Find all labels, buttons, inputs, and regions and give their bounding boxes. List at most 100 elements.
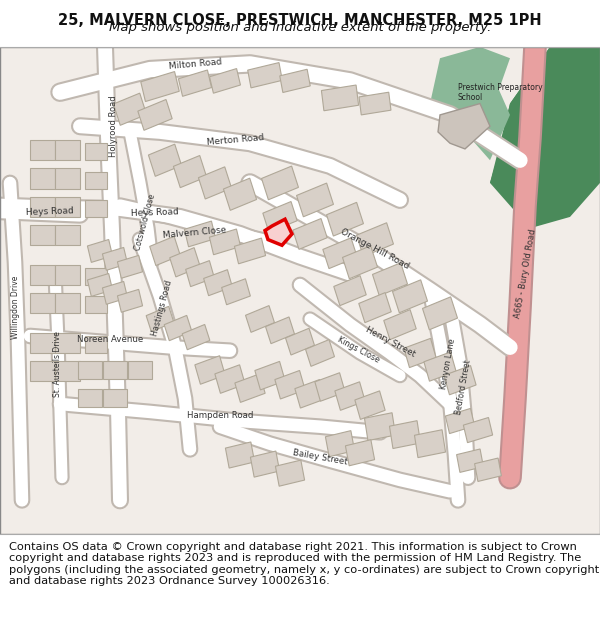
Polygon shape [384, 309, 416, 339]
Polygon shape [85, 336, 107, 353]
Text: Prestwich Preparatory
School: Prestwich Preparatory School [458, 82, 542, 102]
Text: 25, MALVERN CLOSE, PRESTWICH, MANCHESTER, M25 1PH: 25, MALVERN CLOSE, PRESTWICH, MANCHESTER… [58, 13, 542, 28]
Polygon shape [266, 317, 295, 344]
Polygon shape [146, 306, 174, 332]
Polygon shape [490, 47, 600, 228]
Polygon shape [322, 85, 359, 111]
Polygon shape [235, 374, 265, 402]
Text: Cotswold Close: Cotswold Close [133, 193, 157, 252]
Polygon shape [359, 92, 391, 115]
Polygon shape [178, 70, 212, 96]
Text: Map shows position and indicative extent of the property.: Map shows position and indicative extent… [109, 21, 491, 34]
Polygon shape [85, 296, 107, 313]
Polygon shape [30, 225, 55, 245]
Polygon shape [255, 361, 285, 390]
Polygon shape [30, 332, 55, 353]
Polygon shape [356, 222, 394, 256]
Polygon shape [293, 219, 327, 249]
Polygon shape [209, 69, 241, 93]
Polygon shape [78, 361, 102, 379]
Polygon shape [389, 421, 421, 449]
Polygon shape [265, 219, 292, 245]
Text: Willingdon Drive: Willingdon Drive [10, 276, 19, 339]
Polygon shape [0, 47, 600, 534]
Polygon shape [118, 256, 143, 278]
Polygon shape [415, 430, 446, 457]
Polygon shape [55, 332, 80, 353]
Text: Contains OS data © Crown copyright and database right 2021. This information is : Contains OS data © Crown copyright and d… [9, 542, 599, 586]
Polygon shape [235, 238, 266, 264]
Polygon shape [55, 196, 80, 217]
Polygon shape [88, 239, 113, 262]
Polygon shape [430, 47, 510, 138]
Polygon shape [30, 140, 55, 160]
Text: Merton Road: Merton Road [206, 133, 264, 147]
Polygon shape [55, 225, 80, 245]
Text: Heys Road: Heys Road [131, 207, 179, 217]
Text: St. Austeils Drive: St. Austeils Drive [53, 331, 62, 398]
Polygon shape [346, 440, 374, 466]
Polygon shape [85, 200, 107, 217]
Polygon shape [55, 293, 80, 313]
Polygon shape [30, 168, 55, 189]
Text: Bailey Street: Bailey Street [292, 448, 348, 466]
Polygon shape [55, 140, 80, 160]
Polygon shape [392, 280, 428, 312]
Polygon shape [275, 371, 305, 399]
Polygon shape [164, 316, 192, 341]
Polygon shape [457, 449, 484, 472]
Text: Orange Hill Road: Orange Hill Road [339, 227, 411, 271]
Polygon shape [424, 352, 456, 381]
Polygon shape [438, 104, 490, 149]
Polygon shape [460, 81, 510, 160]
Polygon shape [226, 442, 254, 468]
Polygon shape [185, 261, 214, 287]
Polygon shape [113, 93, 146, 125]
Polygon shape [490, 47, 600, 183]
Polygon shape [148, 144, 182, 176]
Polygon shape [30, 293, 55, 313]
Polygon shape [245, 306, 274, 332]
Polygon shape [173, 156, 206, 188]
Polygon shape [30, 264, 55, 285]
Polygon shape [315, 372, 345, 401]
Polygon shape [248, 62, 283, 88]
Polygon shape [85, 268, 107, 285]
Text: Malvern Close: Malvern Close [163, 226, 227, 240]
Text: Heys Road: Heys Road [26, 206, 74, 217]
Polygon shape [30, 196, 55, 217]
Polygon shape [138, 99, 172, 130]
Text: Holyrood Road: Holyrood Road [109, 96, 118, 157]
Polygon shape [184, 221, 215, 247]
Polygon shape [335, 382, 365, 411]
Polygon shape [55, 361, 80, 381]
Text: Bedford Street: Bedford Street [454, 359, 472, 415]
Polygon shape [475, 458, 502, 481]
Polygon shape [182, 324, 210, 350]
Polygon shape [103, 389, 127, 408]
Polygon shape [203, 269, 232, 296]
Polygon shape [30, 361, 55, 381]
Polygon shape [55, 264, 80, 285]
Text: Milton Road: Milton Road [168, 57, 222, 71]
Polygon shape [422, 297, 458, 330]
Polygon shape [296, 183, 334, 217]
Text: Henry Street: Henry Street [364, 325, 416, 359]
Text: Hastings Road: Hastings Road [150, 279, 174, 336]
Polygon shape [103, 281, 128, 304]
Polygon shape [445, 408, 475, 434]
Polygon shape [209, 229, 241, 255]
Text: A665 - Bury Old Road: A665 - Bury Old Road [513, 228, 537, 319]
Polygon shape [295, 379, 325, 408]
Polygon shape [88, 274, 113, 296]
Polygon shape [103, 361, 127, 379]
Text: Hampden Road: Hampden Road [187, 411, 253, 420]
Polygon shape [305, 339, 334, 366]
Polygon shape [170, 248, 200, 277]
Polygon shape [55, 168, 80, 189]
Polygon shape [221, 279, 250, 305]
Polygon shape [404, 338, 436, 367]
Polygon shape [118, 289, 143, 312]
Polygon shape [359, 292, 391, 322]
Text: Kenyon Lane: Kenyon Lane [439, 338, 457, 391]
